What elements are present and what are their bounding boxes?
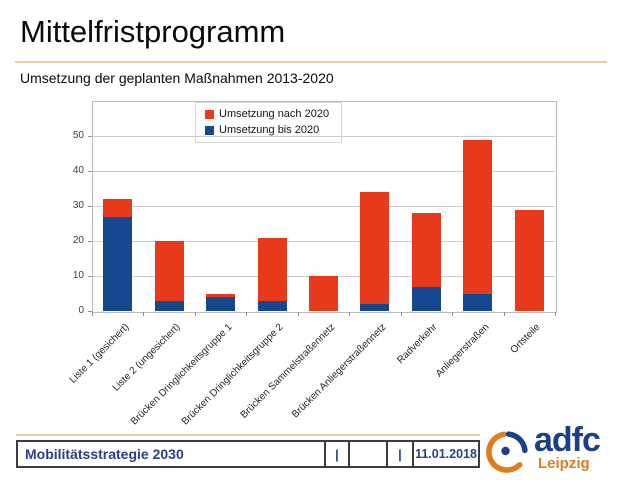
x-tick	[400, 312, 402, 316]
page-title: Mittelfristprogramm	[20, 14, 286, 49]
legend-label: Umsetzung nach 2020	[219, 108, 330, 120]
legend-label: Umsetzung bis 2020	[219, 124, 320, 136]
y-tick	[88, 311, 92, 312]
y-tick	[88, 276, 92, 277]
y-gridline	[92, 171, 555, 172]
x-tick	[143, 312, 145, 316]
y-tick-label: 40	[72, 165, 84, 176]
x-tick	[452, 312, 454, 316]
y-tick-label: 0	[78, 305, 84, 316]
legend-swatch-red	[205, 110, 214, 119]
adfc-logo: adfc Leipzig	[485, 422, 617, 478]
footer-separator-cell: |	[386, 442, 412, 466]
y-tick-label: 30	[72, 200, 84, 211]
y-tick-label: 50	[72, 130, 84, 141]
bar-segment-nach-2020	[514, 209, 544, 311]
y-tick	[88, 206, 92, 207]
chart-subtitle: Umsetzung der geplanten Maßnahmen 2013-2…	[20, 70, 334, 86]
legend-swatch-blue	[205, 126, 214, 135]
bar-segment-bis-2020	[206, 297, 236, 311]
x-tick	[297, 312, 299, 316]
bar-segment-nach-2020	[411, 213, 441, 287]
bar-segment-nach-2020	[360, 192, 390, 304]
bar-segment-bis-2020	[103, 216, 133, 311]
x-tick	[349, 312, 351, 316]
footer-separator-cell: |	[324, 442, 348, 466]
footer-empty-cell	[348, 442, 386, 466]
bar-segment-bis-2020	[411, 286, 441, 311]
bar-segment-bis-2020	[154, 300, 184, 311]
bar-segment-bis-2020	[463, 293, 493, 311]
logo-org-name: adfc	[534, 421, 601, 459]
footer-project-label: Mobilitätsstrategie 2030	[25, 446, 184, 462]
x-tick	[194, 312, 196, 316]
bar-segment-nach-2020	[309, 276, 338, 311]
legend-item-nach-2020: Umsetzung nach 2020	[205, 108, 329, 121]
bar-chart: Umsetzung nach 2020 Umsetzung bis 2020 0…	[35, 95, 565, 433]
y-tick	[88, 136, 92, 137]
title-divider	[15, 61, 607, 63]
y-tick	[88, 171, 92, 172]
footer-project-cell: Mobilitätsstrategie 2030	[18, 442, 324, 466]
y-tick-label: 20	[72, 235, 84, 246]
y-gridline	[92, 241, 555, 242]
y-gridline	[92, 206, 555, 207]
y-tick-label: 10	[72, 270, 84, 281]
x-tick	[503, 312, 505, 316]
x-tick	[246, 312, 248, 316]
adfc-ring-icon	[486, 431, 528, 473]
x-tick	[92, 312, 93, 316]
y-gridline	[92, 136, 555, 137]
bar-segment-nach-2020	[463, 139, 493, 294]
footer-divider	[16, 434, 480, 436]
bar-segment-nach-2020	[206, 293, 236, 297]
footer-date: 11.01.2018	[412, 442, 478, 466]
bar-segment-bis-2020	[257, 300, 287, 311]
y-tick	[88, 241, 92, 242]
bar-segment-nach-2020	[154, 241, 184, 301]
logo-city-name: Leipzig	[538, 455, 590, 472]
bar-segment-bis-2020	[360, 304, 390, 311]
x-tick	[555, 312, 556, 316]
legend-item-bis-2020: Umsetzung bis 2020	[205, 124, 329, 137]
bar-segment-nach-2020	[257, 237, 287, 301]
footer-bar: Mobilitätsstrategie 2030 | | 11.01.2018	[16, 440, 480, 468]
bar-segment-nach-2020	[103, 199, 133, 217]
